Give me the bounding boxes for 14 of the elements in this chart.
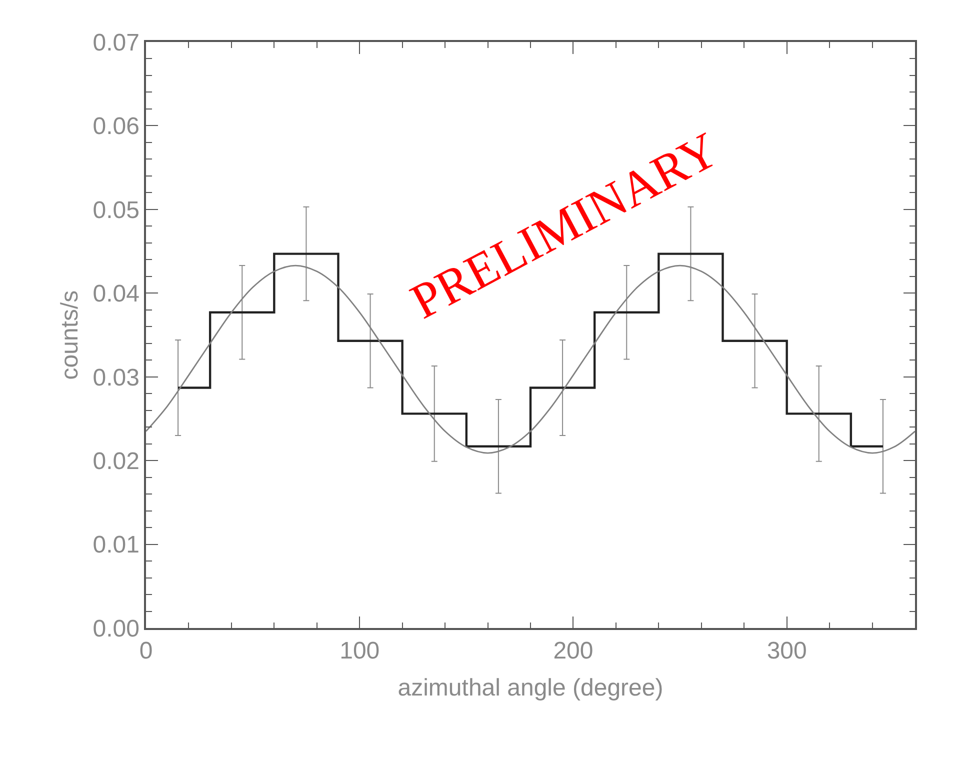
y-tick-label: 0.01 [92, 532, 140, 559]
x-tick-label: 100 [340, 638, 380, 665]
x-tick-label: 200 [553, 638, 594, 665]
y-tick-label: 0.04 [92, 280, 140, 308]
y-tick-label: 0.00 [92, 615, 140, 642]
y-tick-label: 0.05 [92, 196, 140, 224]
x-tick-label: 300 [766, 638, 807, 665]
y-tick-label: 0.06 [92, 113, 140, 140]
y-tick-label: 0.07 [92, 29, 140, 56]
y-tick-label: 0.03 [92, 364, 140, 392]
x-axis-title: azimuthal angle (degree) [398, 674, 664, 702]
x-tick-label: 0 [139, 638, 153, 665]
y-tick-label: 0.02 [92, 448, 140, 475]
y-axis-title: counts/s [56, 290, 84, 380]
